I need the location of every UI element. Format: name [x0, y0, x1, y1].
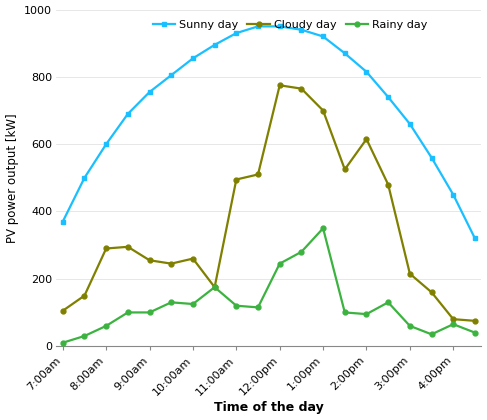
- Line: Sunny day: Sunny day: [60, 24, 477, 241]
- Cloudy day: [255, 172, 261, 177]
- Cloudy day: [364, 136, 370, 142]
- Rainy day: [103, 323, 109, 328]
- Rainy day: [169, 300, 174, 305]
- Rainy day: [277, 261, 282, 266]
- Sunny day: [429, 155, 434, 160]
- Rainy day: [364, 312, 370, 317]
- Sunny day: [147, 89, 152, 94]
- Cloudy day: [169, 261, 174, 266]
- Cloudy day: [212, 285, 218, 290]
- Cloudy day: [450, 317, 456, 322]
- Rainy day: [81, 333, 87, 339]
- Cloudy day: [320, 108, 326, 113]
- Cloudy day: [407, 271, 413, 276]
- Cloudy day: [342, 167, 348, 172]
- Rainy day: [407, 323, 413, 328]
- Sunny day: [450, 192, 456, 197]
- Sunny day: [212, 42, 218, 47]
- Cloudy day: [81, 293, 87, 298]
- Cloudy day: [103, 246, 109, 251]
- Sunny day: [472, 236, 478, 241]
- Rainy day: [212, 285, 218, 290]
- Sunny day: [190, 56, 196, 61]
- X-axis label: Time of the day: Time of the day: [214, 402, 324, 415]
- Rainy day: [125, 310, 131, 315]
- Legend: Sunny day, Cloudy day, Rainy day: Sunny day, Cloudy day, Rainy day: [148, 15, 432, 34]
- Cloudy day: [299, 86, 304, 91]
- Rainy day: [320, 226, 326, 231]
- Rainy day: [299, 249, 304, 255]
- Sunny day: [255, 24, 261, 29]
- Cloudy day: [125, 244, 131, 249]
- Sunny day: [81, 175, 87, 180]
- Line: Rainy day: Rainy day: [60, 226, 477, 345]
- Rainy day: [190, 302, 196, 307]
- Sunny day: [407, 121, 413, 126]
- Sunny day: [125, 111, 131, 116]
- Sunny day: [233, 31, 239, 36]
- Rainy day: [60, 340, 66, 345]
- Cloudy day: [277, 83, 282, 88]
- Cloudy day: [147, 258, 152, 263]
- Cloudy day: [472, 318, 478, 323]
- Cloudy day: [60, 308, 66, 313]
- Sunny day: [364, 69, 370, 74]
- Cloudy day: [429, 290, 434, 295]
- Rainy day: [429, 332, 434, 337]
- Sunny day: [385, 94, 391, 100]
- Cloudy day: [190, 256, 196, 261]
- Rainy day: [233, 303, 239, 308]
- Rainy day: [450, 322, 456, 327]
- Sunny day: [277, 24, 282, 29]
- Sunny day: [60, 219, 66, 224]
- Rainy day: [472, 330, 478, 335]
- Sunny day: [299, 27, 304, 32]
- Rainy day: [385, 300, 391, 305]
- Rainy day: [342, 310, 348, 315]
- Y-axis label: PV power output [kW]: PV power output [kW]: [5, 113, 19, 243]
- Line: Cloudy day: Cloudy day: [60, 83, 477, 323]
- Sunny day: [342, 51, 348, 56]
- Sunny day: [320, 34, 326, 39]
- Rainy day: [147, 310, 152, 315]
- Cloudy day: [385, 182, 391, 187]
- Rainy day: [255, 305, 261, 310]
- Sunny day: [169, 73, 174, 78]
- Cloudy day: [233, 177, 239, 182]
- Sunny day: [103, 142, 109, 147]
